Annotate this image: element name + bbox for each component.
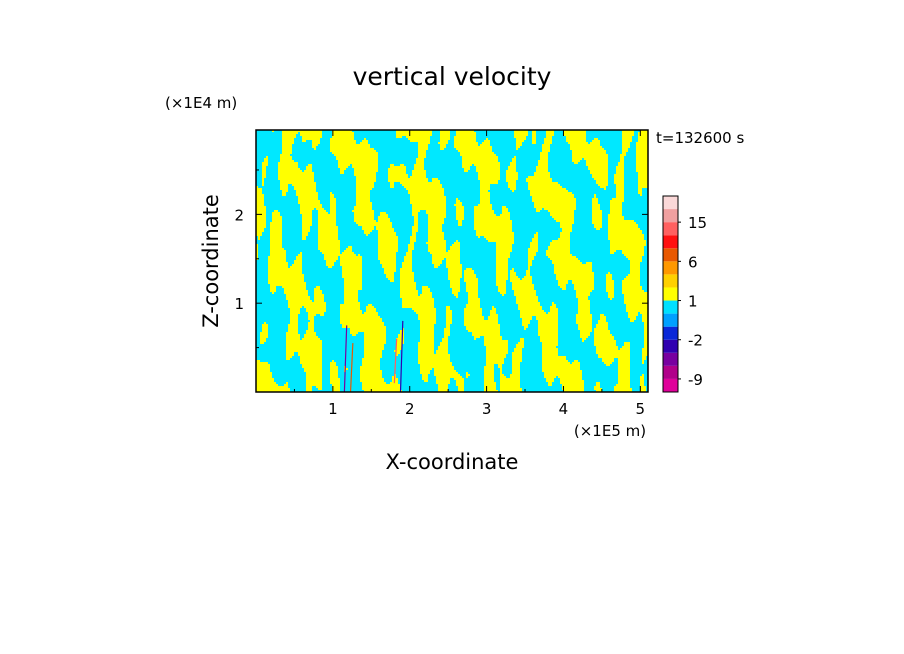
y-unit-label: (×1E4 m) xyxy=(165,94,237,112)
colorbar-frame xyxy=(662,195,679,393)
colorbar-swatch xyxy=(663,209,678,223)
x-unit-label: (×1E5 m) xyxy=(574,422,646,440)
colorbar-swatch xyxy=(663,365,678,379)
field-streak-0 xyxy=(343,325,348,392)
colorbar-swatch xyxy=(663,287,678,301)
velocity-field xyxy=(256,130,648,392)
plot-frame xyxy=(255,129,649,393)
colorbar-swatch xyxy=(663,261,678,275)
colorbar-swatch xyxy=(663,326,678,340)
colorbar-swatch xyxy=(663,235,678,249)
chart-title: vertical velocity xyxy=(353,62,552,91)
colorbar-label: 15 xyxy=(688,214,707,232)
colorbar: -9 -2 1 6 15 xyxy=(662,195,707,393)
x-tick-label: 5 xyxy=(636,400,646,418)
y-tick-label: 2 xyxy=(234,206,244,224)
colorbar-swatch xyxy=(663,248,678,262)
colorbar-label: -9 xyxy=(688,371,703,389)
y-axis: 12 xyxy=(234,169,648,349)
colorbar-label: -2 xyxy=(688,332,703,350)
x-tick-label: 1 xyxy=(328,400,338,418)
colorbar-swatch xyxy=(663,196,678,210)
colorbar-swatch xyxy=(663,300,678,314)
x-tick-label: 4 xyxy=(559,400,569,418)
y-tick-label: 1 xyxy=(234,295,244,313)
colorbar-swatch xyxy=(663,339,678,353)
colorbar-swatch xyxy=(663,378,678,392)
x-axis-label: X-coordinate xyxy=(386,450,519,474)
colorbar-swatch xyxy=(663,222,678,236)
y-axis-label: Z-coordinate xyxy=(199,194,223,328)
colorbar-label: 6 xyxy=(688,253,698,271)
x-tick-label: 3 xyxy=(482,400,492,418)
colorbar-swatch xyxy=(663,313,678,327)
x-axis: 1 2 3 4 5 xyxy=(293,130,646,418)
field-updraft-regions xyxy=(256,130,648,392)
field-streak-2 xyxy=(399,320,404,392)
time-label: t=132600 s xyxy=(656,129,744,147)
field-streak-1 xyxy=(349,343,354,392)
field-streak-3 xyxy=(393,338,398,384)
x-tick-label: 2 xyxy=(405,400,415,418)
colorbar-swatch xyxy=(663,352,678,366)
colorbar-swatch xyxy=(663,274,678,288)
colorbar-label: 1 xyxy=(688,293,698,311)
